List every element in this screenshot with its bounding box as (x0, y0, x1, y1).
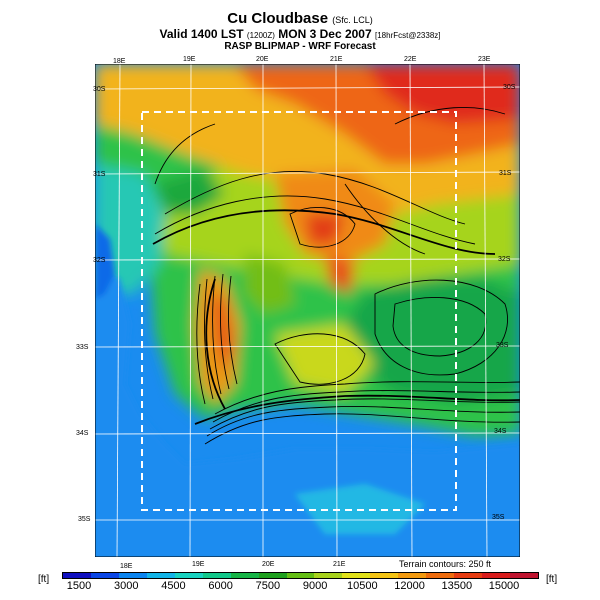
valid-date: MON 3 Dec 2007 (278, 27, 372, 41)
color-scale-label: 15000 (488, 580, 520, 592)
color-scale-label: 12000 (394, 580, 425, 592)
color-scale-label: 9000 (302, 580, 328, 592)
lat-tick-right: 31S (499, 170, 512, 177)
lon-tick-top: 23E (478, 56, 491, 63)
color-swatch (146, 573, 175, 578)
valid-time-line: Valid 1400 LST (1200Z) MON 3 Dec 2007 [1… (0, 27, 600, 41)
color-swatch (90, 573, 119, 578)
title-text: Cu Cloudbase (227, 10, 329, 27)
color-swatch (118, 573, 147, 578)
valid-label: Valid 1400 LST (159, 27, 244, 41)
color-swatch (426, 573, 455, 578)
lon-tick-bottom: 19E (192, 561, 205, 568)
color-scale-label: 1500 (66, 580, 92, 592)
lon-tick-top: 21E (330, 56, 343, 63)
color-swatch (314, 573, 343, 578)
map-subtitle: RASP BLIPMAP - WRF Forecast (224, 41, 376, 52)
color-swatch (510, 573, 538, 578)
color-scale-label: 3000 (113, 580, 139, 592)
lon-tick-top: 18E (113, 58, 126, 65)
cloudbase-map (95, 64, 520, 557)
lat-tick-left: 35S (78, 516, 91, 523)
lon-tick-bottom: 18E (120, 563, 133, 570)
legend-unit-left: [ft] (38, 574, 50, 585)
map-title: Cu Cloudbase (Sfc. LCL) (0, 10, 600, 27)
lat-tick-right: 30S (503, 84, 516, 91)
lat-tick-right: 34S (494, 428, 507, 435)
color-swatch (454, 573, 483, 578)
color-swatch (174, 573, 203, 578)
title-suffix: (Sfc. LCL) (332, 15, 373, 25)
inner-domain-box (141, 111, 457, 511)
forecast-code: [18hrFcst@2338z] (375, 31, 441, 40)
lon-tick-top: 20E (256, 56, 269, 63)
color-swatch (202, 573, 231, 578)
color-swatch (398, 573, 427, 578)
lat-tick-right: 33S (496, 342, 509, 349)
color-swatch (63, 573, 91, 578)
lat-lon-grid (95, 64, 520, 557)
color-scale-label: 6000 (208, 580, 233, 592)
color-swatch (342, 573, 371, 578)
color-swatch (286, 573, 315, 578)
color-scale-bar (62, 572, 539, 579)
color-scale-label: 13500 (441, 580, 473, 592)
color-swatch (482, 573, 510, 578)
legend-unit-right: [ft] (546, 574, 558, 585)
lon-tick-top: 19E (183, 56, 196, 63)
lat-tick-left: 30S (93, 86, 106, 93)
lat-tick-left: 33S (76, 344, 89, 351)
color-scale-label: 4500 (161, 580, 186, 592)
land-color-field (95, 64, 520, 436)
lat-tick-left: 34S (76, 430, 89, 437)
terrain-contours (154, 107, 520, 445)
lon-tick-bottom: 21E (333, 561, 346, 568)
lon-tick-bottom: 20E (262, 561, 275, 568)
terrain-contours-thick (152, 209, 520, 425)
lon-tick-top: 22E (404, 56, 417, 63)
lat-tick-left: 32S (93, 257, 106, 264)
lat-tick-right: 32S (498, 256, 511, 263)
terrain-contour-note: Terrain contours: 250 ft (399, 559, 492, 569)
color-swatch (258, 573, 287, 578)
color-swatch (230, 573, 259, 578)
color-scale-label: 7500 (255, 580, 281, 592)
lat-tick-right: 35S (492, 514, 505, 521)
valid-time-z: (1200Z) (246, 31, 275, 40)
color-swatch (370, 573, 399, 578)
color-scale-label: 10500 (347, 580, 378, 592)
lat-tick-left: 31S (93, 171, 106, 178)
